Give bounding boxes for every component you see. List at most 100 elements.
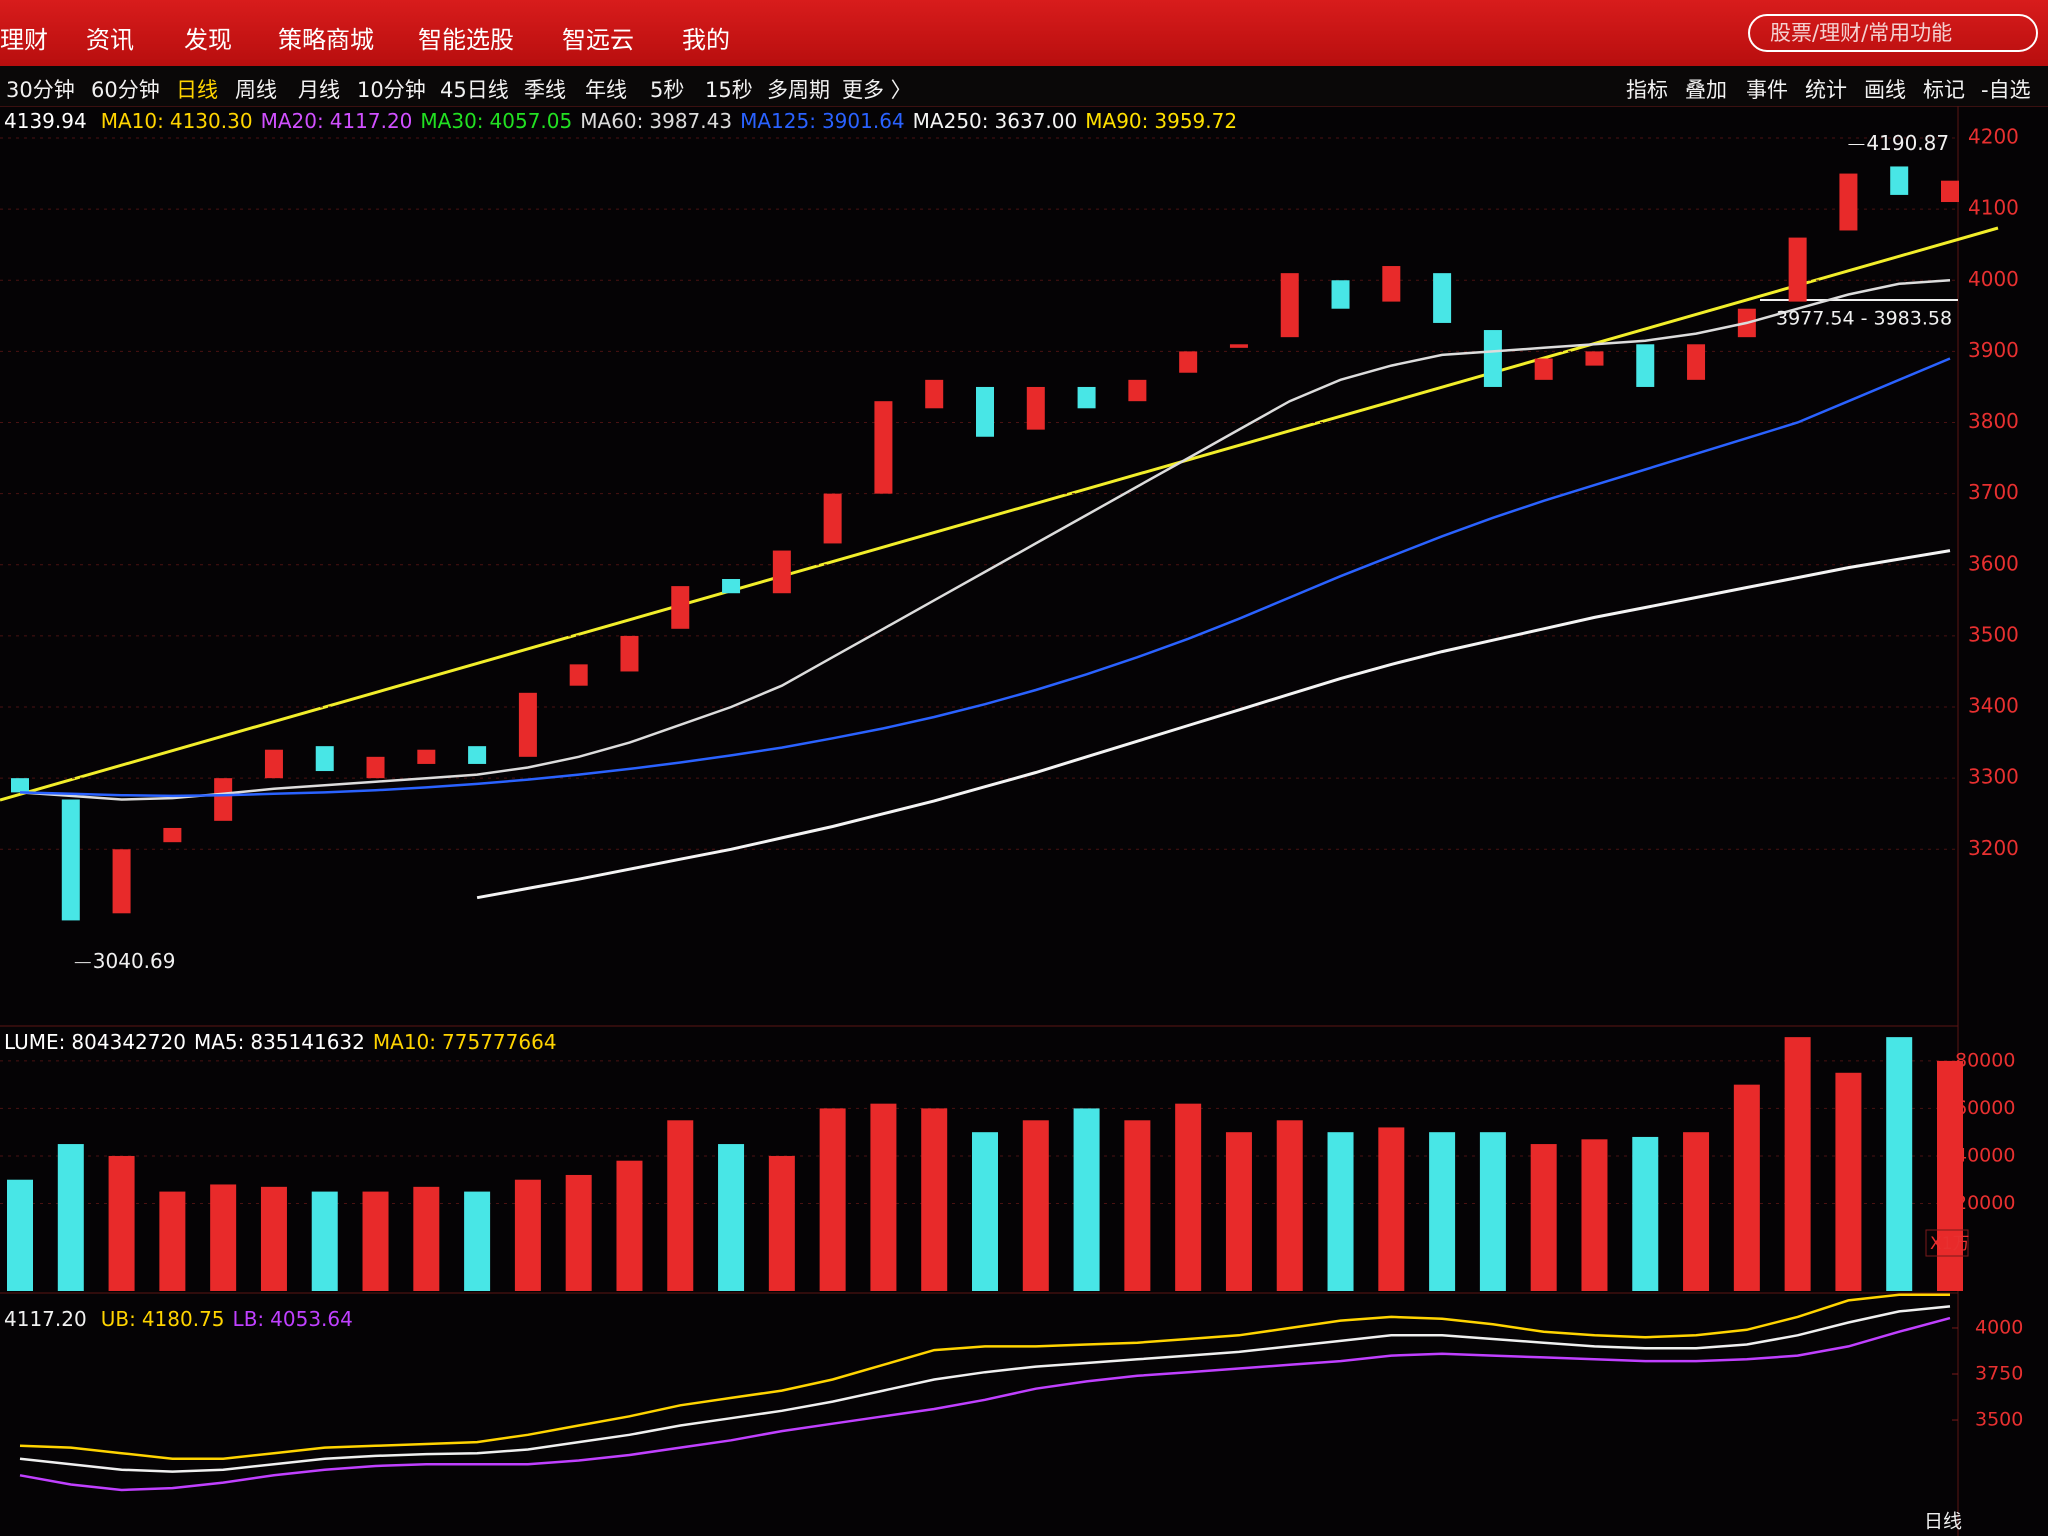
candle — [11, 778, 29, 793]
y-tick-label: 3750 — [1975, 1363, 2023, 1385]
legend-value: 4053.64 — [270, 1307, 353, 1331]
candle — [264, 749, 283, 779]
nav-item[interactable]: 资讯 — [86, 26, 134, 54]
volume-bar — [1632, 1136, 1659, 1291]
y-tick-label: 3700 — [1968, 480, 2019, 504]
volume-bar — [1327, 1132, 1354, 1291]
search-box[interactable]: 股票/理财/常用功能 — [1748, 14, 2038, 52]
period-tab[interactable]: 5秒 — [650, 78, 685, 102]
y-tick-label: 3500 — [1975, 1409, 2023, 1431]
period-tab[interactable]: 日线 — [176, 78, 218, 102]
volume-bar — [1886, 1037, 1913, 1291]
nav-item[interactable]: 策略商城 — [278, 26, 374, 54]
y-tick-label: 4000 — [1968, 267, 2019, 291]
legend-name: MA125: — [740, 109, 816, 133]
tool-button[interactable]: 统计 — [1805, 78, 1847, 102]
period-tab[interactable]: 季线 — [524, 78, 566, 102]
legend-item: 4139.94 — [4, 109, 87, 133]
nav-item[interactable]: 智远云 — [562, 26, 634, 54]
period-tab[interactable]: 年线 — [585, 78, 627, 102]
volume-bar — [1937, 1060, 1963, 1291]
y-tick-label: 3300 — [1968, 765, 2019, 789]
legend-value: 4117.20 — [4, 1307, 87, 1331]
legend-item: MA125: 3901.64 — [740, 109, 905, 133]
tool-button[interactable]: 画线 — [1864, 78, 1906, 102]
volume-bar — [616, 1160, 643, 1291]
legend-name: MA10: — [373, 1030, 436, 1054]
candle — [874, 401, 893, 494]
legend-name: MA250: — [913, 109, 989, 133]
nav-item[interactable]: 智能选股 — [418, 26, 514, 54]
volume-bar — [57, 1144, 84, 1291]
period-tab[interactable]: 15秒 — [705, 78, 753, 102]
tool-button[interactable]: 事件 — [1746, 78, 1788, 102]
volume-bar — [1276, 1120, 1303, 1291]
period-tab[interactable]: 10分钟 — [357, 78, 426, 102]
candle — [1585, 351, 1604, 366]
legend-name: MA10: — [101, 109, 164, 133]
legend-name: LUME: — [4, 1030, 65, 1054]
legend-item: MA90: 3959.72 — [1085, 109, 1237, 133]
candle — [925, 379, 944, 409]
nav-item[interactable]: 我的 — [682, 26, 730, 54]
legend-value: 4117.20 — [330, 109, 413, 133]
legend-value: 804342720 — [71, 1030, 186, 1054]
legend-name: MA20: — [261, 109, 324, 133]
volume-bar — [565, 1174, 592, 1291]
legend-value: 775777664 — [442, 1030, 557, 1054]
tool-button[interactable]: -自选 — [1981, 78, 2031, 102]
y-tick-label: 3200 — [1968, 836, 2019, 860]
y-tick-label: 60000 — [1955, 1097, 2015, 1119]
legend-value: 3959.72 — [1154, 109, 1237, 133]
period-tab[interactable]: 月线 — [298, 78, 340, 102]
volume-bar — [210, 1184, 237, 1291]
period-tab[interactable]: 30分钟 — [6, 78, 75, 102]
nav-bar: 股票/理财/常用功能 理财 资讯 发现 策略商城 智能选股 智远云 我的 — [0, 0, 2048, 66]
legend-item: LB: 4053.64 — [233, 1307, 353, 1331]
period-tab[interactable]: 60分钟 — [91, 78, 160, 102]
tool-button[interactable]: 标记 — [1923, 78, 1965, 102]
volume-bar — [159, 1191, 186, 1291]
volume-bar — [819, 1108, 846, 1291]
candle — [61, 799, 80, 921]
volume-bar — [1784, 1037, 1811, 1291]
volume-bar — [1683, 1132, 1710, 1291]
period-tab[interactable]: 周线 — [235, 78, 277, 102]
nav-item[interactable]: 理财 — [0, 26, 48, 54]
y-tick-label: 3400 — [1968, 694, 2019, 718]
candle — [569, 664, 588, 686]
candle — [1534, 358, 1553, 380]
period-tab[interactable]: 多周期 — [767, 78, 830, 102]
volume-bar — [1022, 1120, 1049, 1291]
ma-line — [19, 357, 1951, 798]
high-label: 4190.87 — [1866, 131, 1949, 155]
candle — [518, 692, 537, 757]
period-tab[interactable]: 更多 〉 — [842, 78, 912, 102]
ma-line — [19, 1316, 1951, 1492]
nav-item[interactable]: 发现 — [184, 26, 232, 54]
legend-name: MA90: — [1085, 109, 1148, 133]
candle — [1483, 330, 1502, 387]
volume-bar — [108, 1155, 135, 1291]
candle — [722, 579, 741, 594]
candle — [214, 778, 233, 821]
legend-value: 3637.00 — [995, 109, 1078, 133]
candle — [1382, 266, 1401, 302]
tool-button[interactable]: 指标 — [1626, 78, 1668, 102]
tool-button[interactable]: 叠加 — [1685, 78, 1727, 102]
volume-bar — [1835, 1072, 1862, 1291]
legend-item: MA250: 3637.00 — [913, 109, 1078, 133]
legend-name: LB: — [233, 1307, 265, 1331]
volume-bar — [311, 1191, 338, 1291]
period-tab[interactable]: 45日线 — [440, 78, 509, 102]
range-label: 3977.54 - 3983.58 — [1776, 308, 1952, 330]
legend-name: UB: — [101, 1307, 136, 1331]
period-label: 日线 — [1924, 1511, 1962, 1533]
volume-bar — [1733, 1084, 1760, 1291]
legend-name: MA5: — [194, 1030, 244, 1054]
toolbar: 30分钟 60分钟 日线 周线 月线 10分钟 45日线 季线 年线 5秒 15秒 多周期 更多 〉 指标… — [0, 66, 2048, 107]
low-label: 3040.69 — [93, 949, 176, 973]
candle — [620, 635, 639, 672]
